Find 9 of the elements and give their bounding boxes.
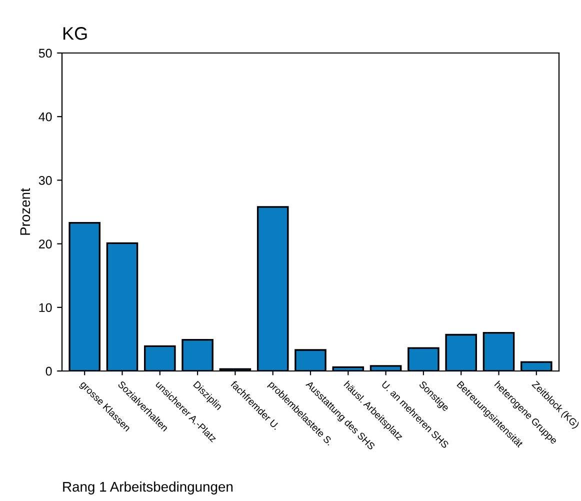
text: Rang 1 Arbeitsbedingungen <box>63 482 233 494</box>
y-tick-label: 0 <box>46 366 52 376</box>
y-tick-label: 40 <box>38 112 52 122</box>
y-tick-label: 50 <box>38 48 52 58</box>
chart-title: KG <box>63 27 87 40</box>
y-tick-label: 10 <box>39 303 52 312</box>
y-tick-label: 20 <box>39 240 52 248</box>
y-tick-label: 30 <box>38 176 52 185</box>
y-axis-title: Prozent <box>20 188 30 235</box>
